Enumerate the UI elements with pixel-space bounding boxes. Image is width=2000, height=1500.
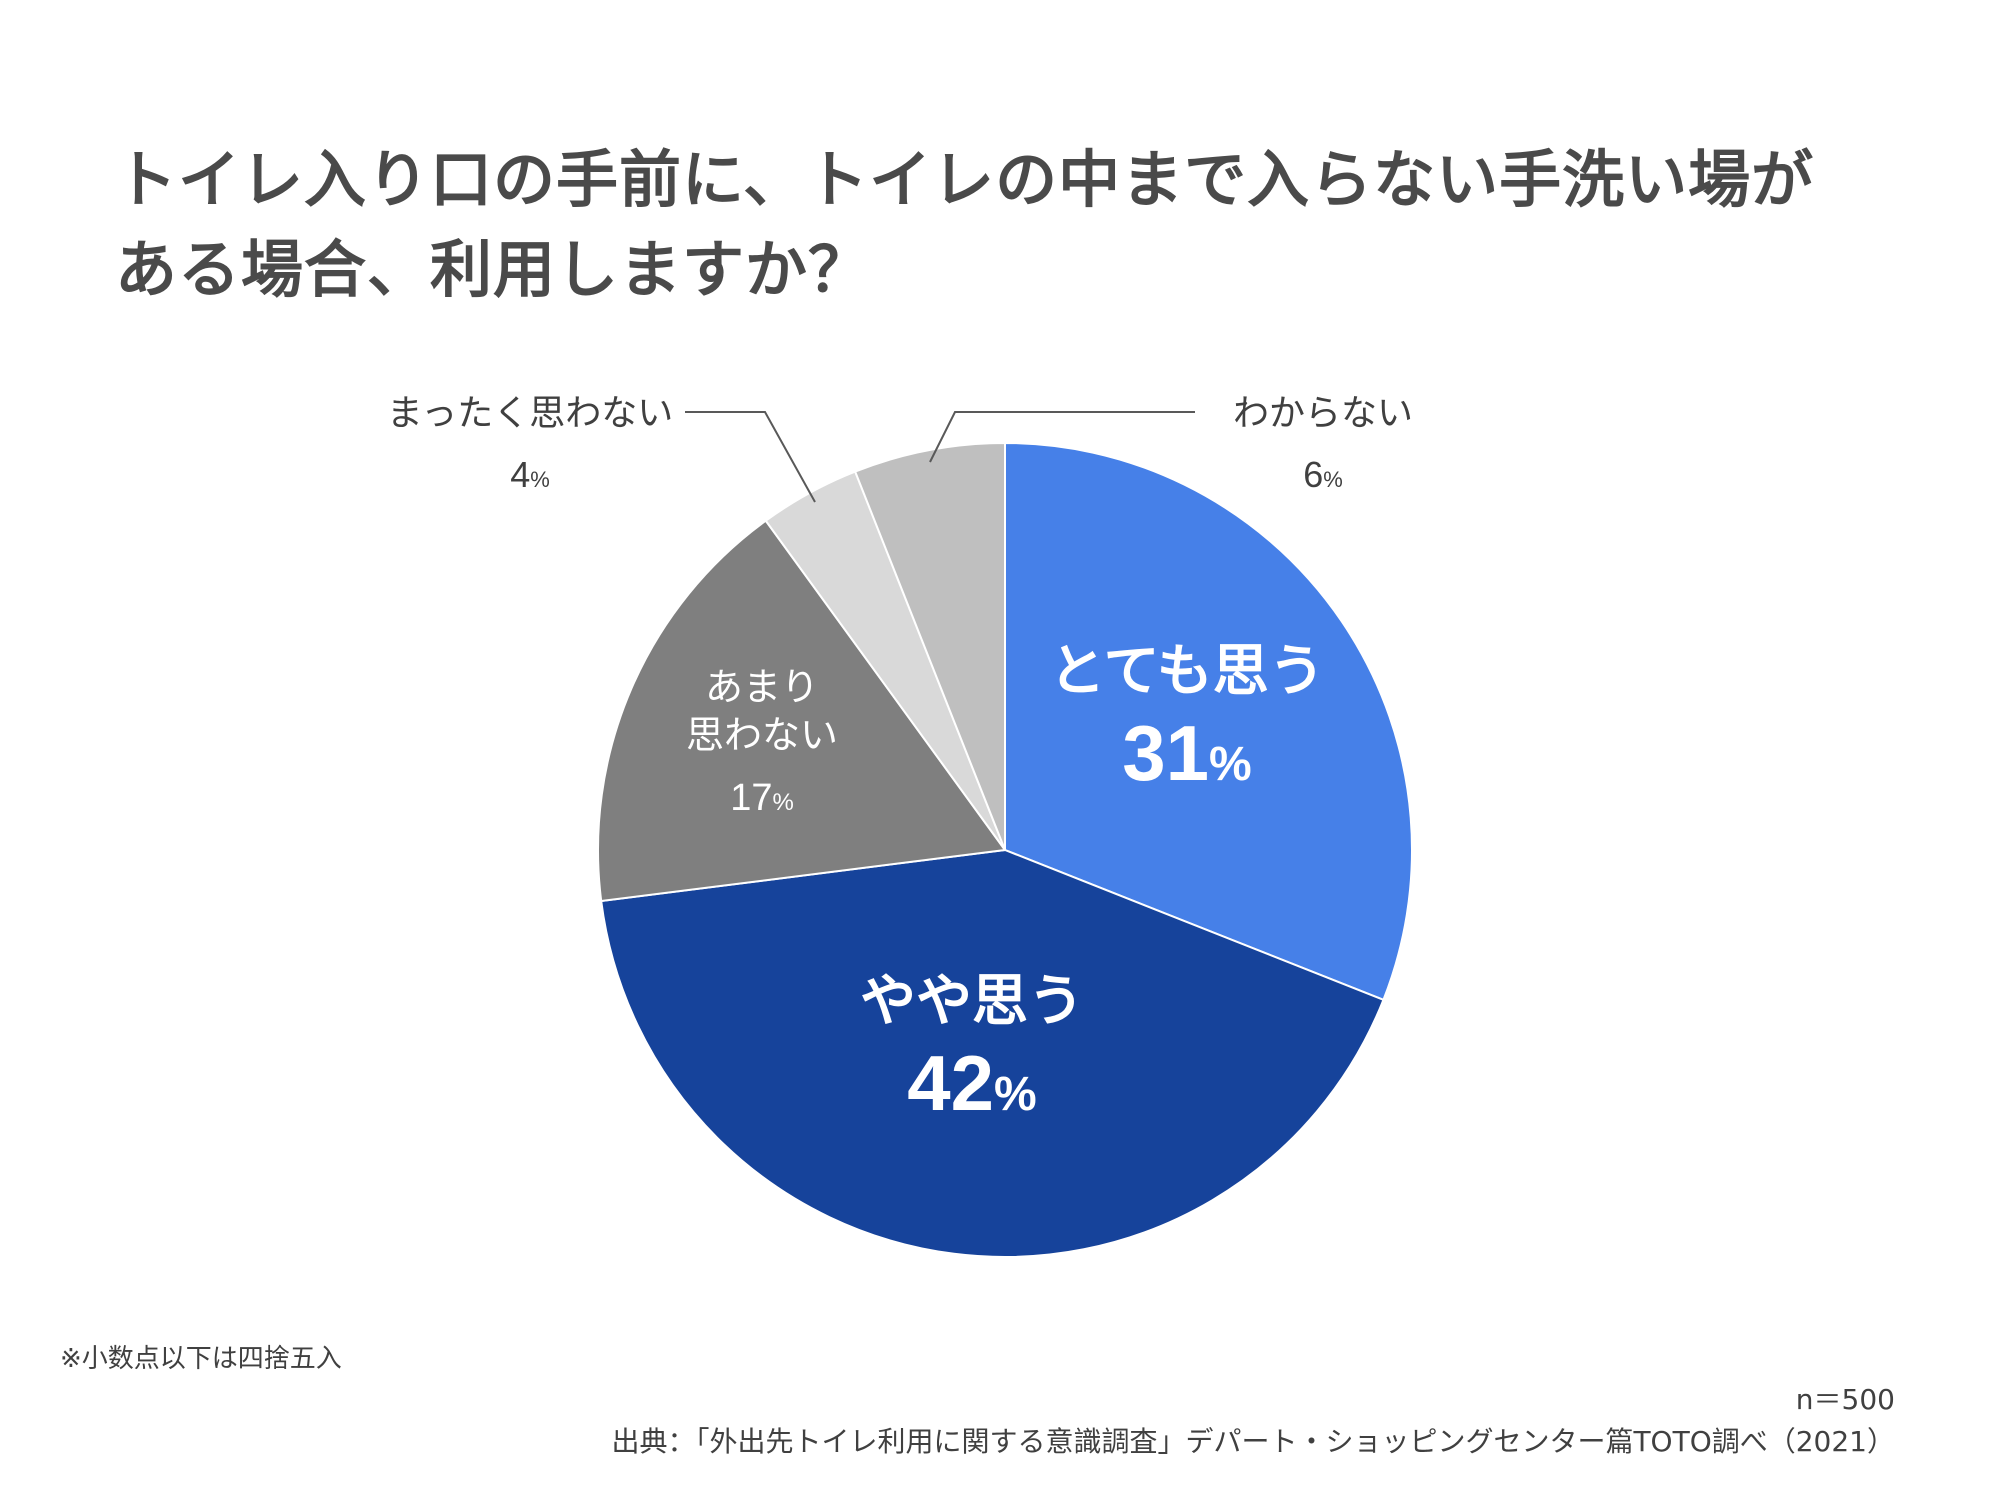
slice-value-label: 17% [730, 777, 794, 819]
slice-label: わからない [1233, 393, 1413, 434]
slice-value-label: 4% [510, 454, 550, 495]
pie-slice [600, 848, 1385, 1259]
source-citation: 出典：「外出先トイレ利用に関する意識調査」デパート・ショッピングセンター篇TOT… [611, 1425, 1895, 1458]
chart-title: トイレ入り口の手前に、トイレの中まで入らない手洗い場が ある場合、利用しますか？ [115, 135, 1915, 315]
pie-slices [597, 441, 1413, 1259]
slice-value-label: 6% [1303, 454, 1343, 495]
chart-title-line-2: ある場合、利用しますか？ [115, 233, 872, 306]
slice-label: とても思う [1049, 639, 1325, 704]
pie-slice [1004, 441, 1413, 1002]
sample-size: n＝500 [1795, 1383, 1895, 1416]
slice-label: やや思う [860, 969, 1084, 1034]
pie-slice [853, 441, 1006, 851]
slice-label: あまり思わない [686, 665, 838, 757]
pie-slice [597, 519, 1007, 903]
leader-line [685, 411, 816, 503]
leader-lines [685, 411, 1195, 503]
slice-value-label: 42% [907, 1039, 1036, 1127]
slice-value-label: 31% [1122, 709, 1251, 797]
leader-line [929, 411, 1195, 463]
slice-label: まったく思わない [387, 393, 674, 434]
chart-title-line-1: トイレ入り口の手前に、トイレの中まで入らない手洗い場が [115, 143, 1815, 216]
rounding-footnote: ※小数点以下は四捨五入 [60, 1344, 342, 1374]
